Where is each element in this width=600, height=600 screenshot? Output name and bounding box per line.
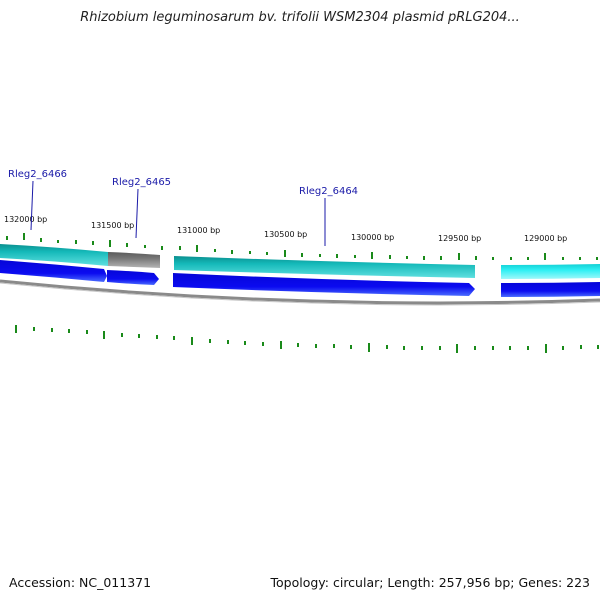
gene-band-rleg2-6465[interactable] <box>108 252 160 268</box>
outer-tick-row <box>6 233 598 260</box>
gene-label-text: Rleg2_6466 <box>8 169 67 180</box>
gene-arrow[interactable] <box>0 260 107 282</box>
gene-label-rleg2-6465[interactable]: Rleg2_6465 <box>112 177 171 239</box>
position-label: 131500 bp <box>91 221 134 230</box>
plasmid-backbone-highlight <box>0 282 600 306</box>
gene-band-rleg2-6466[interactable] <box>0 244 108 266</box>
accession-text: Accession: NC_011371 <box>9 575 152 590</box>
plasmid-backbone <box>0 279 600 305</box>
gene-band-next[interactable] <box>501 264 600 279</box>
gene-arrow[interactable] <box>173 273 475 296</box>
leader-line <box>30 180 34 231</box>
position-label: 129000 bp <box>524 234 567 243</box>
gene-band-rleg2-6464[interactable] <box>174 256 475 278</box>
gene-label-rleg2-6466[interactable]: Rleg2_6466 <box>8 169 67 231</box>
leader-line <box>135 188 139 239</box>
gene-label-text: Rleg2_6465 <box>112 177 171 188</box>
position-label: 130500 bp <box>264 230 307 239</box>
position-label: 132000 bp <box>4 215 47 224</box>
position-label: 130000 bp <box>351 233 394 242</box>
gene-label-text: Rleg2_6464 <box>299 186 358 197</box>
topology-summary: Topology: circular; Length: 257,956 bp; … <box>270 575 591 590</box>
map-title: Rhizobium leguminosarum bv. trifolii WSM… <box>80 10 520 25</box>
inner-tick-row <box>15 325 599 353</box>
gene-arrow[interactable] <box>501 282 600 297</box>
gene-label-rleg2-6464[interactable]: Rleg2_6464 <box>299 186 358 246</box>
gene-arrow[interactable] <box>107 270 159 285</box>
position-label: 129500 bp <box>438 234 481 243</box>
position-label: 131000 bp <box>177 226 220 235</box>
